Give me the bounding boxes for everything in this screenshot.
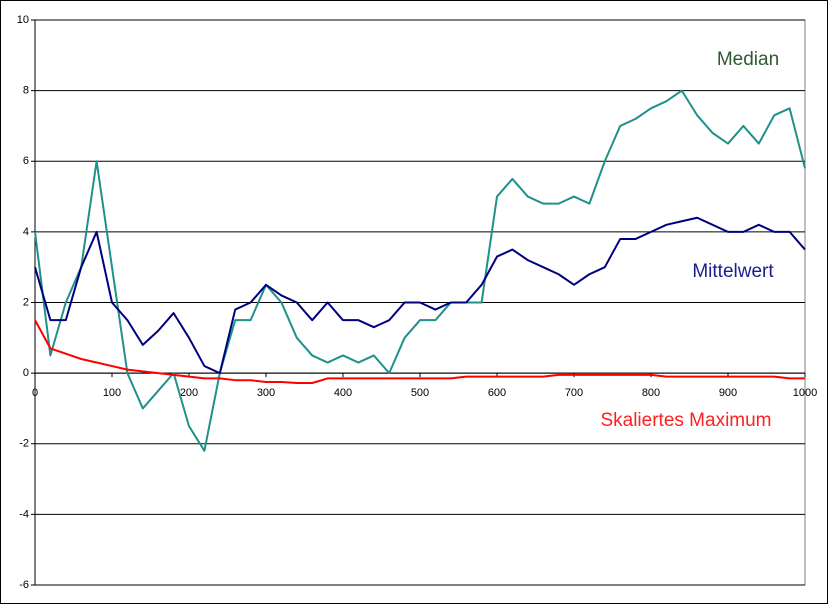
series-label: Mittelwert [692, 261, 774, 282]
x-tick-label: 400 [334, 387, 352, 399]
x-tick-label: 600 [488, 387, 506, 399]
y-tick-label: 6 [23, 155, 29, 167]
x-tick-label: 100 [103, 387, 121, 399]
series-line [34, 319, 805, 385]
series-label: Skaliertes Maximum [600, 410, 771, 431]
series-label: Median [717, 49, 779, 70]
x-tick-label: 500 [411, 387, 429, 399]
series-line [34, 216, 806, 375]
x-tick-label: 0 [32, 387, 38, 399]
x-tick-label: 800 [642, 387, 660, 399]
x-tick-label: 1000 [793, 387, 817, 399]
y-tick-label: -2 [19, 438, 29, 450]
x-tick-label: 900 [719, 387, 737, 399]
y-tick-label: -4 [19, 508, 29, 520]
x-tick-label: 300 [257, 387, 275, 399]
y-tick-label: 2 [23, 296, 29, 308]
series-line [34, 89, 806, 452]
y-tick-label: 4 [23, 226, 29, 238]
y-tick-label: 8 [23, 85, 29, 97]
y-tick-label: -6 [19, 579, 29, 591]
y-tick-label: 10 [17, 14, 29, 26]
x-tick-label: 700 [565, 387, 583, 399]
x-tick-label: 200 [180, 387, 198, 399]
y-tick-label: 0 [23, 367, 29, 379]
